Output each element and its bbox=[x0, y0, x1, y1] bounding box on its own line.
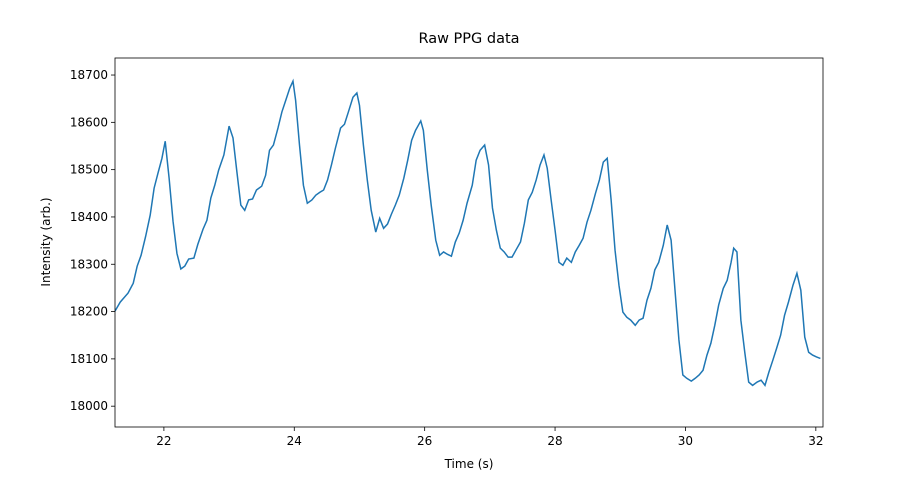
x-tick-label: 26 bbox=[417, 434, 432, 448]
y-tick-label: 18000 bbox=[70, 399, 108, 413]
y-tick-label: 18500 bbox=[70, 163, 108, 177]
y-tick-label: 18600 bbox=[70, 115, 108, 129]
y-tick-label: 18200 bbox=[70, 305, 108, 319]
plot-frame bbox=[114, 57, 824, 428]
y-tick-label: 18300 bbox=[70, 257, 108, 271]
y-tick-label: 18400 bbox=[70, 210, 108, 224]
chart-title: Raw PPG data bbox=[418, 31, 519, 47]
x-tick-label: 32 bbox=[808, 434, 823, 448]
x-tick-label: 30 bbox=[678, 434, 693, 448]
x-tick-label: 24 bbox=[287, 434, 302, 448]
x-axis-label: Time (s) bbox=[444, 457, 494, 471]
y-tick-label: 18700 bbox=[70, 68, 108, 82]
x-tick-label: 28 bbox=[547, 434, 562, 448]
data-line bbox=[115, 78, 821, 388]
y-tick-label: 18100 bbox=[70, 352, 108, 366]
y-axis-label: Intensity (arb.) bbox=[39, 197, 53, 286]
x-tick-label: 22 bbox=[156, 434, 171, 448]
